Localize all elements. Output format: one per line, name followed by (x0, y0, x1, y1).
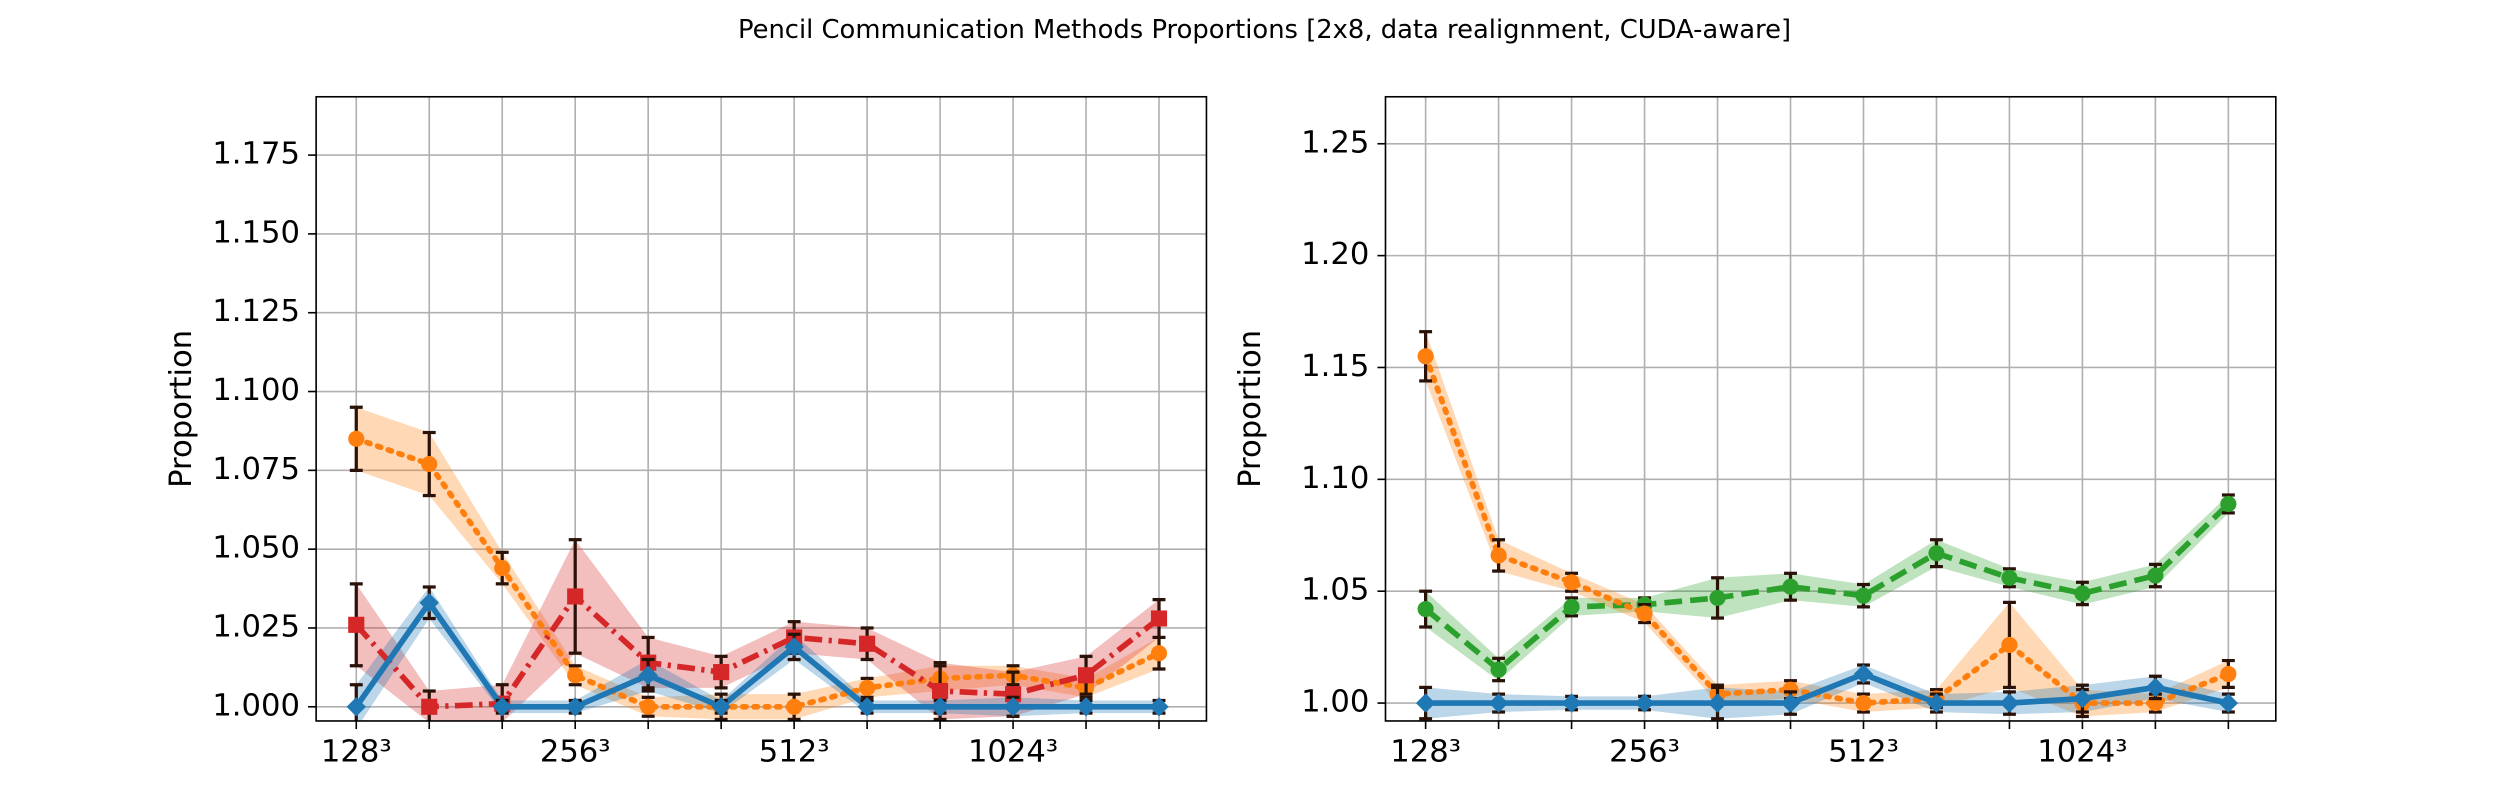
marker (1563, 598, 1580, 615)
marker (1636, 605, 1653, 622)
marker (2218, 693, 2239, 713)
marker (1780, 693, 1801, 713)
marker (1417, 601, 1434, 618)
y-tick-label: 1.25 (1301, 125, 1369, 160)
marker (786, 698, 803, 715)
plot-area (1415, 330, 2239, 721)
y-tick-label: 1.05 (1301, 573, 1369, 608)
series-line (353, 597, 1160, 711)
marker (1076, 697, 1096, 717)
axes: 128³ 256³ 512³ 1024³ 1.00 1.05 1.10 1.15 1.20 1.2… (1233, 95, 2277, 770)
series-line (1423, 501, 2231, 674)
x-tick-label: 512³ (1828, 735, 1899, 770)
marker (567, 667, 584, 684)
marker (348, 430, 365, 447)
axes: 128³ 256³ 512³ 1024³ 1.000 1.025 1.050 1.075 1.1… (164, 95, 1208, 770)
y-axis-label: Proportion (1233, 330, 1268, 488)
marker (1782, 578, 1799, 595)
marker (1415, 693, 1436, 713)
y-tick-label: 1.025 (212, 609, 300, 644)
marker (1077, 667, 1095, 684)
marker (857, 697, 877, 717)
x-tick-label: 128³ (1390, 735, 1461, 770)
marker (930, 697, 950, 717)
error-band (356, 407, 1160, 720)
marker (492, 697, 512, 717)
marker (346, 697, 366, 717)
y-tick-label: 1.175 (212, 137, 300, 172)
marker (1999, 693, 2020, 713)
marker (1150, 610, 1168, 627)
marker (1853, 664, 1874, 684)
series-line (354, 592, 1161, 710)
marker (565, 697, 585, 717)
marker (2147, 567, 2164, 584)
marker (1563, 574, 1580, 591)
marker (2001, 636, 2018, 653)
axes-frame (1384, 95, 2277, 722)
marker (859, 679, 876, 696)
y-tick-label: 1.20 (1301, 237, 1369, 272)
marker (1928, 545, 1945, 562)
marker (348, 616, 365, 633)
axes-frame (315, 95, 1208, 722)
x-tick-label: 128³ (321, 735, 392, 770)
x-tick-label: 256³ (1609, 735, 1680, 770)
y-tick-label: 1.00 (1301, 685, 1369, 720)
series-line (1425, 670, 2229, 706)
marker (1488, 693, 1509, 713)
y-tick-label: 1.050 (212, 531, 300, 566)
marker (1003, 697, 1023, 717)
marker (859, 635, 876, 652)
error-band (1425, 495, 2229, 681)
marker (1855, 587, 1872, 604)
marker (1417, 348, 1434, 365)
marker (1150, 645, 1168, 662)
marker (2001, 569, 2018, 586)
marker (713, 664, 730, 681)
y-tick-label: 1.125 (212, 294, 300, 329)
y-axis-label: Proportion (164, 330, 199, 488)
marker (1634, 693, 1655, 713)
marker (1782, 681, 1799, 698)
marker (494, 560, 511, 577)
marker (640, 698, 657, 715)
marker (567, 588, 584, 605)
marker (2074, 585, 2091, 602)
marker (2220, 665, 2237, 683)
y-tick-label: 1.100 (212, 373, 300, 408)
y-tick-label: 1.000 (212, 688, 300, 723)
marker (421, 698, 438, 715)
y-tick-label: 1.075 (212, 452, 300, 487)
y-tick-label: 1.15 (1301, 349, 1369, 384)
x-tick-label: 1024³ (2037, 735, 2127, 770)
marker (1490, 547, 1507, 564)
x-tick-label: 512³ (759, 735, 830, 770)
x-tick-label: 1024³ (968, 735, 1058, 770)
y-tick-label: 1.150 (212, 215, 300, 250)
series-line (1422, 353, 2232, 706)
y-tick-label: 1.10 (1301, 461, 1369, 496)
marker (1149, 697, 1169, 717)
marker (1707, 693, 1728, 713)
x-tick-label: 256³ (540, 735, 611, 770)
marker (421, 455, 438, 473)
error-band (1425, 331, 2229, 717)
series-line (353, 435, 1162, 710)
marker (1926, 693, 1947, 713)
plot-area (346, 405, 1169, 721)
marker (1709, 589, 1726, 606)
marker (419, 593, 439, 613)
marker (1490, 661, 1507, 678)
marker (1561, 693, 1582, 713)
marker (932, 682, 949, 700)
figure-title: Pencil Communication Methods Proportions… (738, 15, 1791, 45)
marker (2220, 495, 2237, 513)
marker (1855, 695, 1872, 712)
